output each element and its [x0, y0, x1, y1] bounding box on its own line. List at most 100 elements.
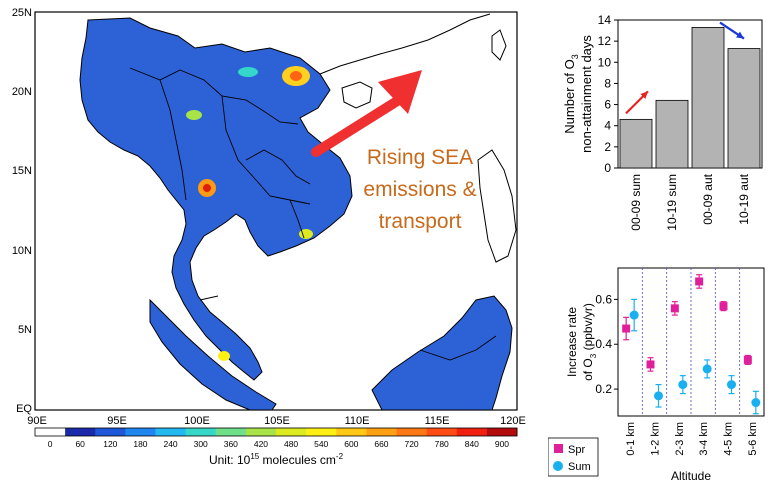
bar-y-tick-label: 6	[604, 98, 611, 112]
altitude-category-label: 1-2 km	[650, 422, 662, 456]
bar-plot-frame	[617, 19, 763, 169]
spr-point	[719, 302, 728, 311]
colorbar-tick-label: 0	[48, 439, 53, 449]
spr-point	[646, 360, 655, 369]
lon-tick-label: 110E	[345, 415, 370, 427]
colorbar-segment	[306, 428, 337, 436]
colorbar-segment	[65, 428, 96, 436]
colorbar-tick-label: 480	[284, 439, 298, 449]
borneo-island	[371, 295, 513, 411]
column-density-map: 25N 20N 15N 10N 5N EQ 90E 95E 100E 105E …	[12, 7, 526, 467]
annotation-line: transport	[379, 210, 462, 233]
sum-point	[654, 391, 663, 401]
dot-y-axis-label-line2: of O3 (ppbv/yr)	[581, 303, 598, 381]
dot-y-axis-label: Increase rate	[565, 307, 579, 377]
hotspot-northern-laos	[238, 67, 258, 77]
colorbar-tick-label: 780	[435, 439, 449, 449]
increase-rate-chart: 0.2 0.4 0.6 0-1 km 1-2 km 2-3 km 3-4 km 4-5 km…	[547, 267, 765, 483]
altitude-category-label: 5-6 km	[747, 422, 759, 456]
trend-arrows	[625, 21, 745, 115]
lon-tick-label: 100E	[184, 415, 210, 427]
lon-tick-label: 115E	[425, 415, 450, 427]
colorbar	[34, 427, 518, 437]
spr-point	[670, 304, 679, 313]
country-borders	[129, 67, 497, 361]
transport-arrow	[311, 70, 422, 157]
china-coastline	[319, 13, 491, 75]
colorbar-tick-label: 720	[404, 439, 418, 449]
dot-y-axis: 0.2 0.4 0.6	[595, 292, 618, 396]
lon-tick-label: 105E	[264, 415, 290, 427]
bar-y-tick-label: 12	[598, 34, 612, 48]
bar	[619, 118, 653, 169]
dot-y-tick-label: 0.2	[595, 382, 612, 396]
lon-tick-label: 95E	[107, 415, 127, 427]
bar-category-label: 10-19 sum	[665, 174, 679, 231]
legend-sum-marker	[553, 461, 563, 471]
bar	[655, 99, 689, 169]
map-annotation: Rising SEA emissions & transport	[363, 146, 476, 233]
colorbar-tick-label: 900	[495, 439, 509, 449]
colorbar-segment	[155, 428, 187, 436]
bar-x-axis: 00-09 sum 10-19 sum 00-09 aut 10-19 aut	[629, 173, 751, 230]
bar-y-tick-label: 4	[604, 119, 611, 133]
spr-point	[622, 324, 631, 333]
lat-tick-label: 25N	[12, 7, 32, 19]
hotspot-hcmc	[299, 229, 313, 239]
bar-y-axis: 0 2 4 6 8 10 12 14	[598, 13, 618, 175]
colorbar-segment	[336, 428, 367, 436]
colorbar-tick-label: 300	[194, 439, 208, 449]
colorbar-segment	[276, 428, 307, 436]
colorbar-segment	[125, 428, 156, 436]
dot-legend: Spr Sum	[547, 437, 599, 477]
lat-tick-label: 10N	[12, 245, 32, 257]
bar-y-axis-label-line2: non-attainment days	[579, 35, 594, 153]
dot-x-axis: 0-1 km 1-2 km 2-3 km 3-4 km 4-5 km 5-6 km	[625, 422, 759, 456]
lon-tick-label: 90E	[27, 415, 47, 427]
trend-arrow-head	[640, 91, 648, 99]
bar-y-axis-label: Number of O3	[562, 54, 580, 133]
colorbar-unit-label: Unit: 1015 molecules cm-2	[209, 452, 344, 467]
bar-y-tick-label: 0	[604, 161, 611, 175]
bar-y-tick-label: 10	[598, 55, 612, 69]
lat-tick-label: EQ	[16, 403, 32, 415]
column-density-map-panel: 25N 20N 15N 10N 5N EQ 90E 95E 100E 105E …	[12, 7, 526, 467]
spr-point	[695, 277, 704, 286]
bar-category-label: 10-19 aut	[737, 173, 751, 224]
sum-point	[678, 380, 688, 390]
sum-point	[629, 310, 639, 320]
sum-point	[727, 380, 736, 390]
colorbar-segment	[95, 428, 126, 436]
hotspot-kuala-lumpur	[218, 351, 230, 361]
colorbar-tick-label: 840	[465, 439, 479, 449]
sum-point	[751, 398, 761, 408]
colorbar-segment	[426, 428, 458, 436]
legend-spr-label: Spr	[568, 444, 585, 456]
non-attainment-bar-chart: 0 2 4 6 8 10 12 14 00-09 sum 10-19 sum 00-09 aut 1…	[562, 13, 763, 231]
annotation-line: Rising SEA	[367, 146, 473, 169]
colorbar-segment	[185, 428, 217, 436]
transport-arrow-shaft	[311, 93, 407, 157]
colorbar-segment	[486, 428, 518, 436]
colorbar-tick-label: 60	[75, 439, 85, 449]
colorbar-tick-label: 180	[133, 439, 147, 449]
lat-tick-label: 5N	[18, 324, 32, 336]
colorbar-segment	[35, 428, 66, 436]
longitude-axis: 90E 95E 100E 105E 110E 115E 120E	[27, 415, 526, 427]
hotspot-hanoi-core	[290, 71, 302, 81]
colorbar-segment	[215, 428, 247, 436]
hotspot-bangkok-core	[203, 184, 211, 192]
emission-hotspots	[186, 66, 313, 361]
sum-point	[702, 364, 712, 374]
colorbar-tick-label: 540	[314, 439, 328, 449]
non-attainment-bar-chart-panel: 0 2 4 6 8 10 12 14 00-09 sum 10-19 sum 00-09 aut 1…	[548, 0, 775, 248]
dot-x-axis-label: Altitude	[671, 469, 711, 483]
colorbar-tick-label: 660	[374, 439, 388, 449]
colorbar-outline	[34, 427, 518, 437]
lon-tick-label: 120E	[500, 415, 526, 427]
sumatra-island	[149, 298, 277, 411]
altitude-category-label: 0-1 km	[625, 422, 637, 456]
increase-rate-chart-panel: 0.2 0.4 0.6 0-1 km 1-2 km 2-3 km 3-4 km 4-5 km…	[547, 252, 775, 484]
altitude-category-label: 2-3 km	[674, 422, 686, 456]
bar-y-tick-label: 14	[598, 13, 612, 27]
